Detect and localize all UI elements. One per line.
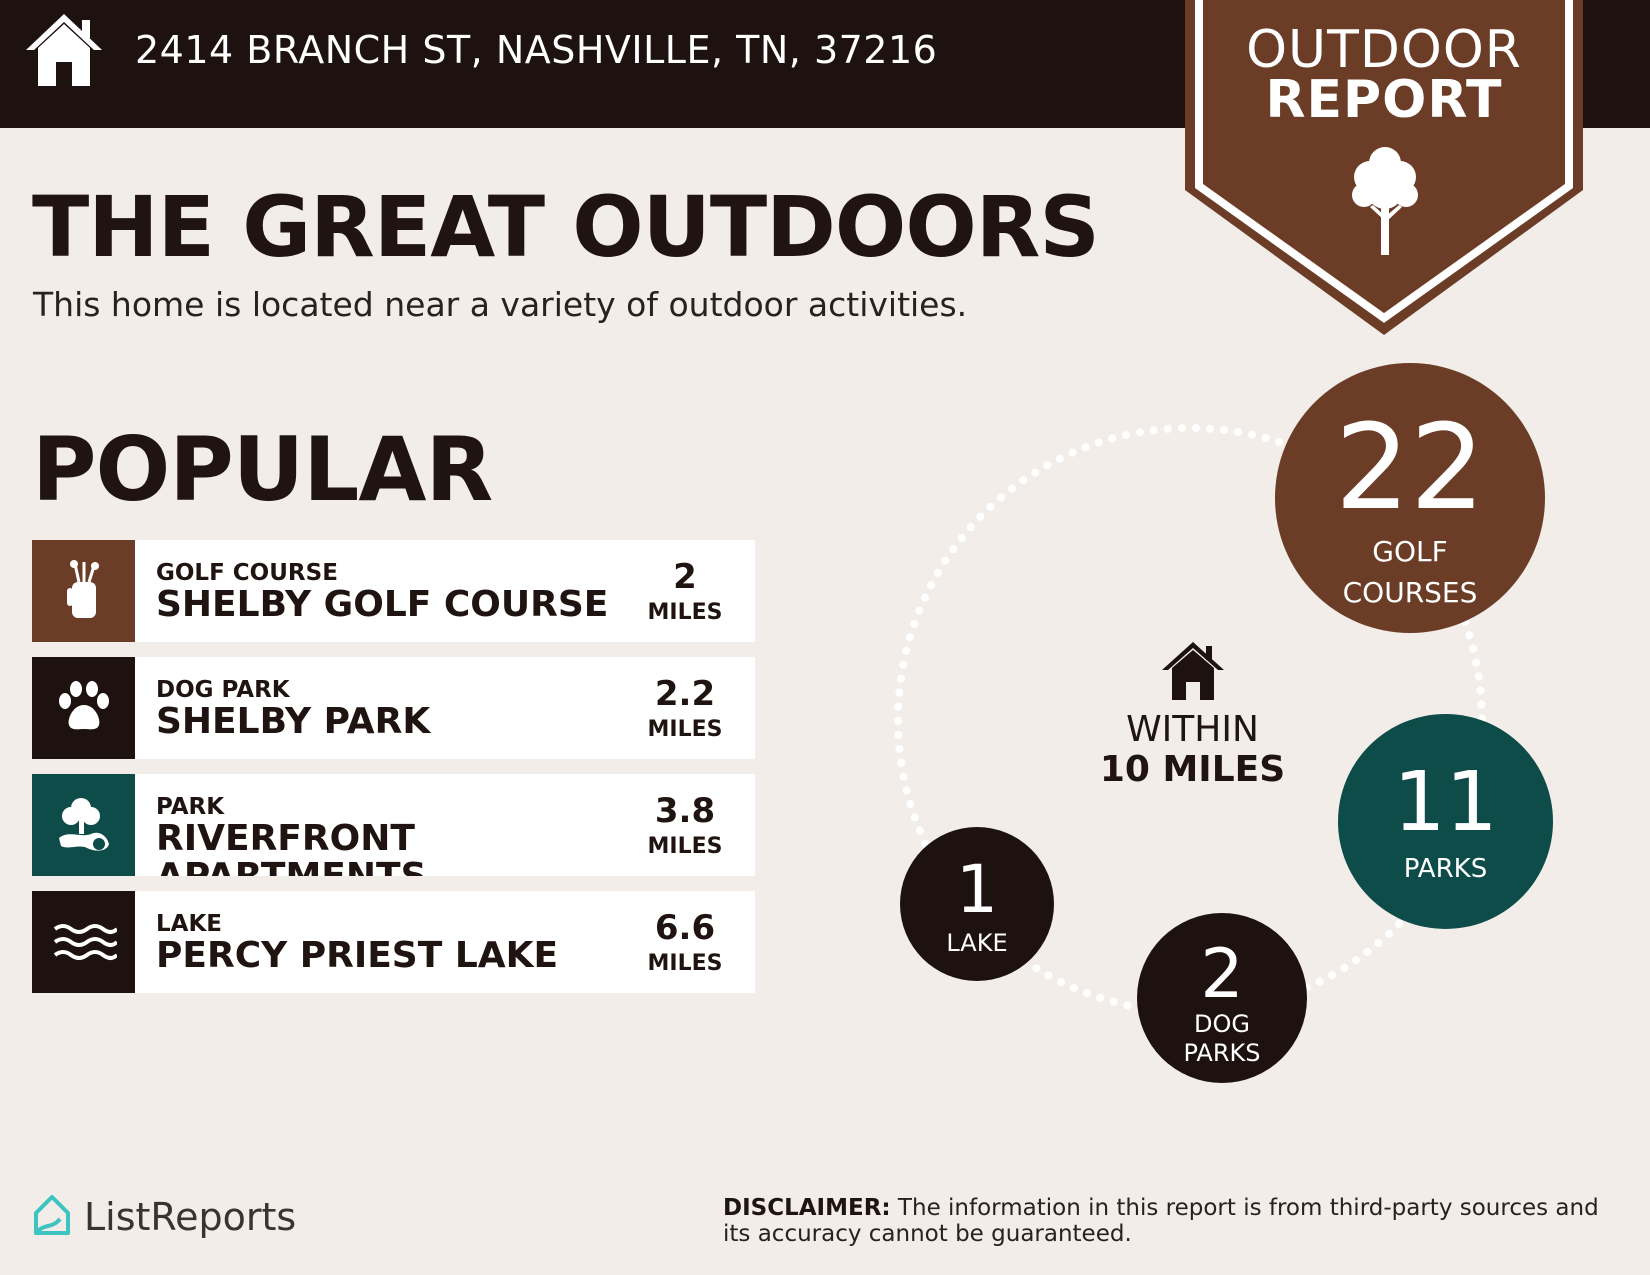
disclaimer: DISCLAIMER: The information in this repo… bbox=[723, 1195, 1613, 1247]
disclaimer-text: The information in this report is from t… bbox=[723, 1195, 1599, 1247]
radius-label-line2: 10 MILES bbox=[1099, 749, 1286, 790]
list-item: PARK RIVERFRONT APARTMENTS 3.8 MILES bbox=[32, 774, 755, 876]
item-distance: 3.8 bbox=[654, 791, 716, 831]
parks-label: PARKS bbox=[1403, 854, 1488, 884]
item-distance: 2.2 bbox=[654, 674, 716, 714]
badge-title-line1: OUTDOOR bbox=[1246, 20, 1522, 80]
dog-parks-count: 2 DOG PARKS bbox=[1137, 913, 1307, 1083]
lake-number: 1 bbox=[956, 851, 998, 928]
icon-tile bbox=[32, 657, 135, 759]
item-name: PERCY PRIEST LAKE bbox=[156, 935, 559, 976]
badge-title: OUTDOOR REPORT bbox=[1185, 20, 1583, 130]
tree-icon bbox=[1352, 147, 1418, 255]
item-distance-unit: MILES bbox=[647, 717, 723, 742]
golf-courses-label-line1: GOLF bbox=[1372, 535, 1448, 568]
disclaimer-label: DISCLAIMER: bbox=[723, 1195, 891, 1221]
item-distance: 2 bbox=[673, 557, 697, 597]
popular-heading: POPULAR bbox=[32, 418, 493, 521]
radius-label: WITHIN 10 MILES bbox=[1090, 710, 1295, 790]
radius-label-line1: WITHIN bbox=[1126, 709, 1259, 750]
page-title: THE GREAT OUTDOORS bbox=[32, 178, 1100, 276]
golf-courses-label-line2: COURSES bbox=[1342, 576, 1478, 609]
waves-icon bbox=[53, 924, 117, 960]
dog-parks-label-line1: DOG bbox=[1194, 1010, 1250, 1038]
icon-tile bbox=[32, 891, 135, 993]
brand-name: ListReports bbox=[84, 1195, 297, 1239]
property-address: 2414 BRANCH ST, NASHVILLE, TN, 37216 bbox=[135, 28, 938, 72]
list-item: LAKE PERCY PRIEST LAKE 6.6 MILES bbox=[32, 891, 755, 993]
item-category: LAKE bbox=[156, 911, 222, 937]
golf-courses-number: 22 bbox=[1334, 398, 1486, 536]
item-distance-unit: MILES bbox=[647, 600, 723, 625]
page-subtitle: This home is located near a variety of o… bbox=[33, 285, 968, 324]
parks-number: 11 bbox=[1393, 755, 1498, 850]
paw-icon bbox=[58, 681, 109, 730]
item-category: GOLF COURSE bbox=[156, 560, 338, 586]
item-distance-unit: MILES bbox=[647, 951, 723, 976]
item-name: SHELBY PARK bbox=[156, 701, 431, 742]
golf-courses-count: 22 GOLF COURSES bbox=[1275, 363, 1545, 633]
item-distance-unit: MILES bbox=[647, 834, 723, 859]
item-distance: 6.6 bbox=[654, 908, 716, 948]
home-icon bbox=[1162, 642, 1224, 700]
item-name: RIVERFRONT APARTMENTS bbox=[156, 818, 427, 877]
dog-parks-number: 2 bbox=[1200, 935, 1244, 1014]
parks-count: 11 PARKS bbox=[1338, 714, 1553, 929]
dog-parks-label-line2: PARKS bbox=[1183, 1039, 1261, 1067]
item-category: PARK bbox=[156, 794, 225, 820]
icon-tile bbox=[32, 540, 135, 642]
badge-title-line2: REPORT bbox=[1265, 70, 1503, 130]
park-icon bbox=[58, 798, 109, 851]
popular-list: GOLF COURSE SHELBY GOLF COURSE 2 MILES D… bbox=[32, 540, 755, 1008]
list-item: DOG PARK SHELBY PARK 2.2 MILES bbox=[32, 657, 755, 759]
lake-label: LAKE bbox=[946, 929, 1008, 957]
listreports-logo-icon bbox=[34, 1195, 70, 1235]
item-name: SHELBY GOLF COURSE bbox=[156, 584, 609, 625]
golf-bag-icon bbox=[66, 560, 99, 618]
lake-count: 1 LAKE bbox=[900, 827, 1054, 981]
icon-tile bbox=[32, 774, 135, 876]
home-icon bbox=[26, 14, 102, 86]
list-item: GOLF COURSE SHELBY GOLF COURSE 2 MILES bbox=[32, 540, 755, 642]
item-category: DOG PARK bbox=[156, 677, 290, 703]
